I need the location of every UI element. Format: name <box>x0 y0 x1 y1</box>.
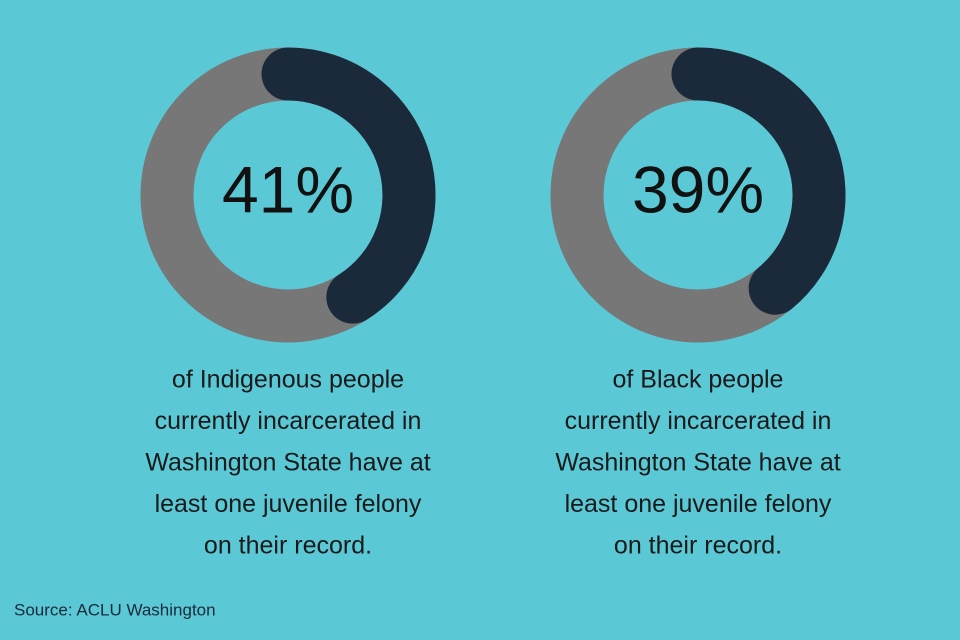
donut-arc <box>261 47 436 324</box>
caption-line: Washington State have at <box>145 449 430 477</box>
caption-line: currently incarcerated in <box>565 407 832 435</box>
percent-label: 39% <box>632 152 764 226</box>
caption-line: of Black people <box>613 366 784 394</box>
caption-line: currently incarcerated in <box>155 407 422 435</box>
caption-line: least one juvenile felony <box>155 490 422 518</box>
donut-arc <box>671 47 846 315</box>
caption-line: on their record. <box>614 532 782 560</box>
source: Source: ACLU Washington <box>14 600 216 619</box>
caption-line: Washington State have at <box>555 449 840 477</box>
percent-label: 41% <box>222 152 354 226</box>
caption-line: of Indigenous people <box>172 366 404 394</box>
caption-line: least one juvenile felony <box>565 490 832 518</box>
caption-line: on their record. <box>204 532 372 560</box>
